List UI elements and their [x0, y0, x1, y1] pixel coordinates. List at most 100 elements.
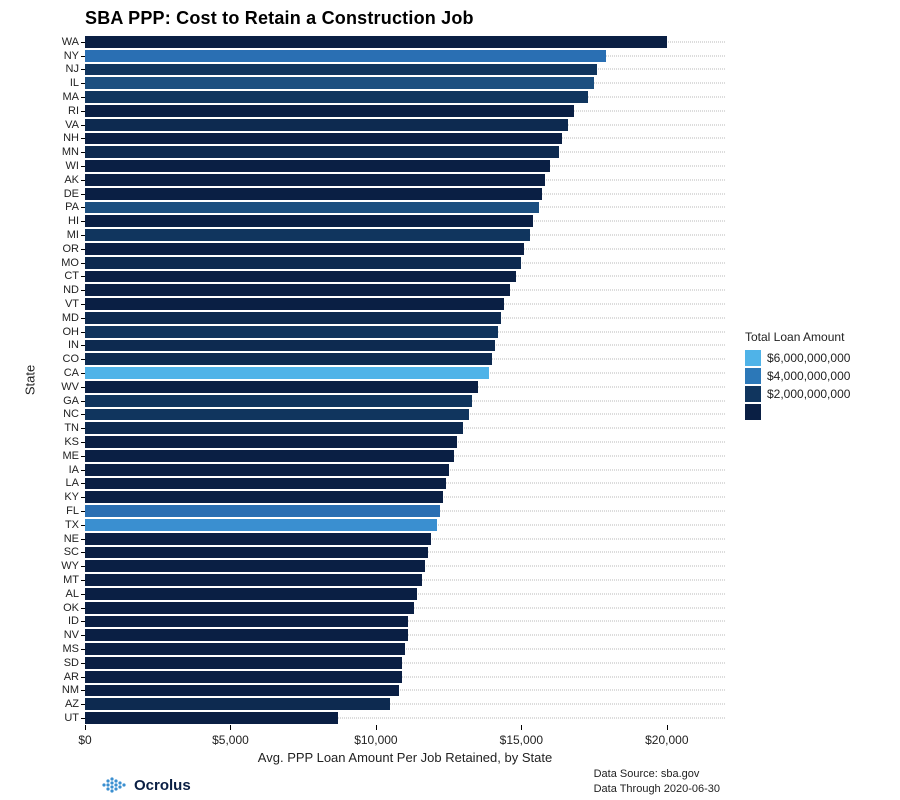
bar — [85, 105, 574, 117]
y-tick-label: ND — [63, 284, 79, 296]
bar — [85, 560, 425, 572]
y-tick-label: CT — [64, 270, 79, 282]
y-tick-label: NC — [63, 408, 79, 420]
bar — [85, 146, 559, 158]
bar — [85, 271, 516, 283]
bar-row: GA — [85, 394, 725, 408]
bar — [85, 77, 594, 89]
logo-text: Ocrolus — [134, 777, 191, 794]
y-tick-label: MN — [62, 146, 79, 158]
bar — [85, 629, 408, 641]
y-tick-label: MA — [63, 91, 80, 103]
bar-row: MS — [85, 642, 725, 656]
legend-swatch — [745, 404, 761, 420]
bar — [85, 174, 545, 186]
y-tick-label: MO — [61, 257, 79, 269]
bar — [85, 422, 463, 434]
bar-row: TX — [85, 518, 725, 532]
bar — [85, 50, 606, 62]
bar-row: CO — [85, 352, 725, 366]
bar-row: MD — [85, 311, 725, 325]
legend-item: $4,000,000,000 — [745, 368, 895, 384]
x-axis-label: Avg. PPP Loan Amount Per Job Retained, b… — [258, 750, 552, 765]
y-tick-label: OR — [63, 243, 80, 255]
x-tick-label: $10,000 — [354, 733, 397, 747]
bar-row: NV — [85, 628, 725, 642]
y-tick-label: TN — [64, 422, 79, 434]
y-tick-label: MD — [62, 312, 79, 324]
y-tick-label: NM — [62, 684, 79, 696]
y-tick-label: SC — [64, 546, 79, 558]
bar-row: PA — [85, 201, 725, 215]
y-tick-label: ID — [68, 615, 79, 627]
bar — [85, 588, 417, 600]
bar-row: TN — [85, 421, 725, 435]
bar — [85, 616, 408, 628]
bar-row: OR — [85, 242, 725, 256]
y-tick-label: LA — [66, 477, 79, 489]
bar-row: SD — [85, 656, 725, 670]
bar — [85, 491, 443, 503]
logo: Ocrolus — [100, 776, 191, 794]
bar-row: KS — [85, 435, 725, 449]
y-tick-label: NJ — [66, 63, 79, 75]
bar — [85, 602, 414, 614]
y-tick-label: KS — [64, 436, 79, 448]
bar-row: NH — [85, 132, 725, 146]
bar — [85, 381, 478, 393]
y-tick-label: TX — [65, 519, 79, 531]
bar-row: NM — [85, 684, 725, 698]
bar — [85, 326, 498, 338]
y-tick-label: VA — [65, 119, 79, 131]
bar-row: WA — [85, 35, 725, 49]
x-tick — [230, 725, 231, 730]
y-tick-label: SD — [64, 657, 79, 669]
y-tick-label: AR — [64, 671, 79, 683]
bar — [85, 202, 539, 214]
y-tick-label: OH — [63, 326, 80, 338]
bar-row: AR — [85, 670, 725, 684]
bar — [85, 353, 492, 365]
bar-row: UT — [85, 711, 725, 725]
bar — [85, 657, 402, 669]
bar-row: IA — [85, 463, 725, 477]
x-tick — [85, 725, 86, 730]
x-tick-label: $15,000 — [500, 733, 543, 747]
bar-row: AZ — [85, 697, 725, 711]
bar — [85, 188, 542, 200]
bar — [85, 464, 449, 476]
bar-row: MA — [85, 90, 725, 104]
bar — [85, 395, 472, 407]
bar — [85, 64, 597, 76]
bar-row: ND — [85, 283, 725, 297]
y-tick-label: WY — [61, 560, 79, 572]
y-tick-label: ME — [63, 450, 80, 462]
legend-item: $6,000,000,000 — [745, 350, 895, 366]
bar — [85, 257, 521, 269]
bar-row: VT — [85, 297, 725, 311]
bar — [85, 133, 562, 145]
bar-row: NY — [85, 49, 725, 63]
bar-row: ME — [85, 449, 725, 463]
y-tick-label: WV — [61, 381, 79, 393]
y-tick-label: IN — [68, 339, 79, 351]
bar — [85, 450, 454, 462]
bar — [85, 340, 495, 352]
bar-row: HI — [85, 214, 725, 228]
bar-row: MO — [85, 256, 725, 270]
bar — [85, 574, 422, 586]
bar — [85, 160, 550, 172]
y-tick-label: DE — [64, 188, 79, 200]
y-axis-label: State — [23, 365, 38, 395]
y-tick-label: NE — [64, 533, 79, 545]
y-tick-label: HI — [68, 215, 79, 227]
legend-item — [745, 404, 895, 420]
legend-label: $4,000,000,000 — [767, 369, 850, 383]
y-tick-label: NY — [64, 50, 79, 62]
bar-row: CT — [85, 270, 725, 284]
bar-row: OH — [85, 325, 725, 339]
bar-row: AL — [85, 587, 725, 601]
bar-row: MT — [85, 573, 725, 587]
bar-row: RI — [85, 104, 725, 118]
bar-row: NC — [85, 408, 725, 422]
